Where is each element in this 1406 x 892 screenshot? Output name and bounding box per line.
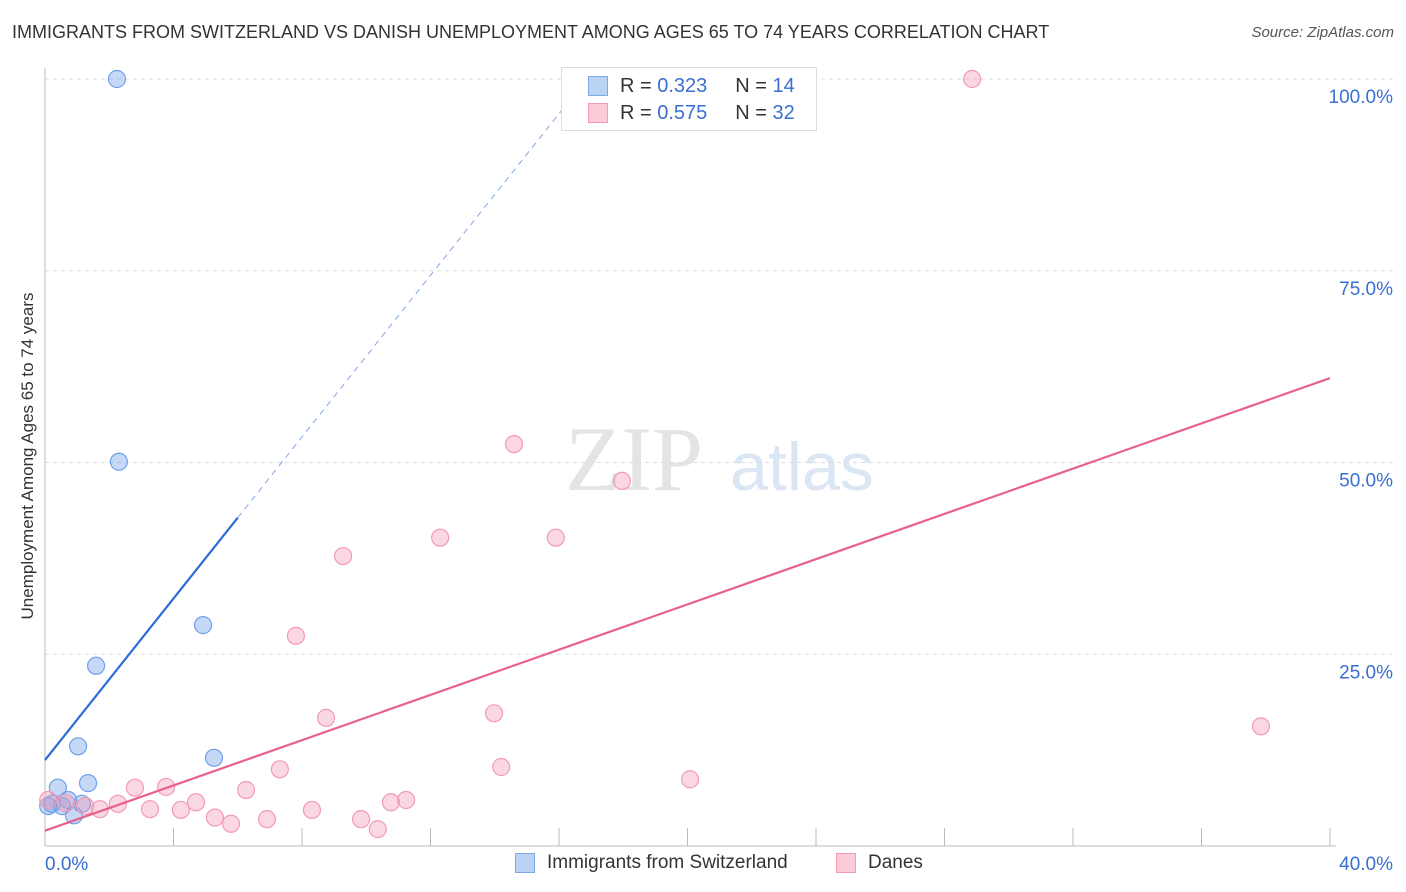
y-tick-label: 50.0% [1339, 471, 1393, 492]
data-point [396, 790, 416, 810]
data-point [270, 760, 289, 779]
legend-swatch-pink [836, 853, 856, 873]
r-value: 0.575 [657, 101, 708, 124]
series-name: Immigrants from Switzerland [547, 852, 788, 873]
legend: R = 0.323 N = 14 R = 0.575 N = 32 [561, 67, 817, 131]
data-point [504, 434, 524, 454]
data-point [204, 748, 224, 767]
y-tick-label: 100.0% [1329, 87, 1394, 108]
data-point [963, 69, 982, 89]
data-point [492, 757, 511, 777]
r-label: R = [620, 101, 652, 124]
n-value: 14 [772, 74, 795, 97]
x-tick-label: 0.0% [45, 854, 88, 875]
x-tick-label: 40.0% [1339, 854, 1393, 875]
n-value: 32 [772, 101, 795, 124]
bottom-legend-switzerland: Immigrants from Switzerland [515, 852, 788, 874]
data-point [205, 808, 225, 827]
trend-line-1 [44, 377, 1331, 832]
data-point [1251, 717, 1271, 736]
legend-swatch-blue [515, 853, 535, 873]
data-point [237, 780, 256, 800]
r-value: 0.323 [657, 74, 708, 97]
data-point [68, 737, 88, 756]
data-point [352, 810, 371, 829]
y-tick-label: 75.0% [1339, 279, 1393, 300]
data-point [612, 471, 632, 491]
data-point [680, 770, 700, 789]
data-point [39, 790, 58, 810]
data-point [431, 528, 450, 547]
data-point [107, 69, 127, 89]
data-point [257, 810, 277, 829]
data-point [171, 800, 190, 820]
y-tick-label: 25.0% [1339, 662, 1393, 683]
trend-line-0 [44, 517, 239, 761]
data-point [56, 793, 75, 813]
legend-row-danes: R = 0.575 N = 32 [588, 100, 795, 126]
data-point [221, 814, 241, 833]
n-label: N = [735, 101, 767, 124]
data-point [302, 800, 322, 820]
watermark-atlas: atlas [730, 429, 874, 505]
data-point [86, 656, 106, 675]
legend-swatch-blue [588, 76, 608, 96]
data-point [381, 793, 401, 812]
source-label: Source: ZipAtlas.com [1251, 24, 1394, 41]
series-1 [39, 69, 1271, 839]
trend-extension-0 [237, 77, 589, 519]
data-point [39, 797, 58, 816]
data-point [125, 778, 145, 797]
bottom-legend-danes: Danes [836, 852, 923, 874]
data-point [193, 616, 213, 635]
data-point [140, 800, 160, 819]
chart-title: IMMIGRANTS FROM SWITZERLAND VS DANISH UN… [12, 22, 1050, 42]
data-point [316, 708, 336, 728]
series-0 [39, 69, 224, 825]
n-label: N = [735, 74, 767, 97]
data-point [368, 820, 387, 839]
legend-swatch-pink [588, 103, 608, 123]
data-point [76, 797, 95, 816]
legend-row-switzerland: R = 0.323 N = 14 [588, 73, 795, 99]
r-label: R = [620, 74, 652, 97]
data-point [546, 528, 565, 547]
data-point [48, 778, 67, 797]
data-point [334, 546, 353, 566]
series-name: Danes [868, 852, 923, 873]
data-point [109, 452, 128, 471]
watermark-zip: ZIP [565, 408, 703, 510]
data-point [186, 793, 206, 812]
data-point [78, 774, 98, 793]
data-point [485, 704, 504, 723]
data-point [286, 626, 305, 645]
